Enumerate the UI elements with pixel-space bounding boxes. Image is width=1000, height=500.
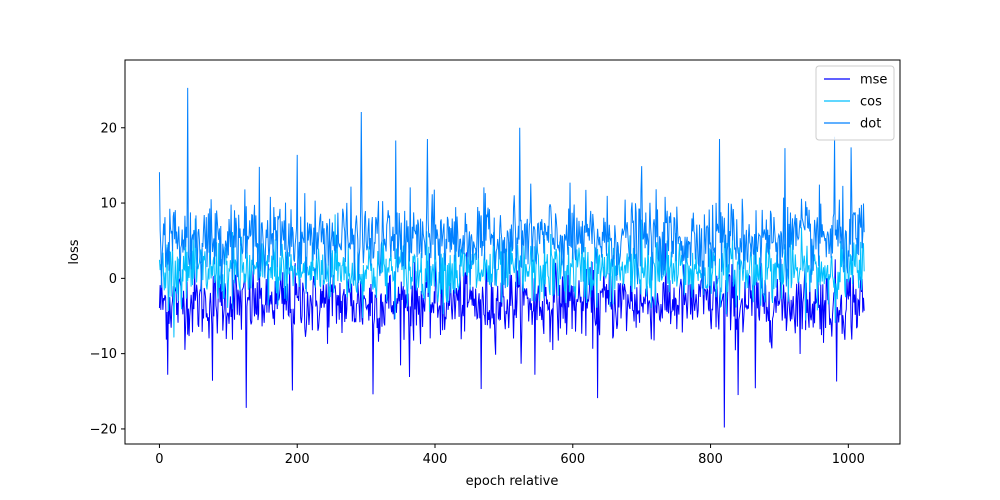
- legend-label-dot: dot: [860, 117, 881, 132]
- plot-frame: [124, 59, 901, 445]
- y-tick-label: −10: [90, 347, 117, 362]
- legend-label-mse: mse: [860, 73, 887, 88]
- y-tick-label: −20: [90, 422, 117, 437]
- x-axis-label: epoch relative: [466, 474, 559, 489]
- x-tick-label: 400: [423, 452, 448, 467]
- x-tick-label: 200: [285, 452, 310, 467]
- x-tick-label: 800: [698, 452, 723, 467]
- x-tick-label: 0: [155, 452, 163, 467]
- legend: mse cos dot: [815, 65, 895, 141]
- series-layer: [158, 87, 865, 428]
- legend-frame: [815, 65, 895, 141]
- series-line-cos: [158, 214, 865, 338]
- y-tick-label: 0: [109, 272, 117, 287]
- x-tick-label: 1000: [832, 452, 865, 467]
- series-line-mse: [158, 243, 865, 428]
- x-tick-label: 600: [560, 452, 585, 467]
- y-tick-label: 10: [100, 197, 117, 212]
- legend-label-cos: cos: [860, 95, 882, 110]
- ticks-layer: 0 200 400 600 800 1000 −20 −10 0 10 20: [90, 121, 865, 467]
- y-axis-label: loss: [67, 239, 82, 264]
- series-line-dot: [158, 87, 865, 310]
- y-tick-label: 20: [100, 121, 117, 136]
